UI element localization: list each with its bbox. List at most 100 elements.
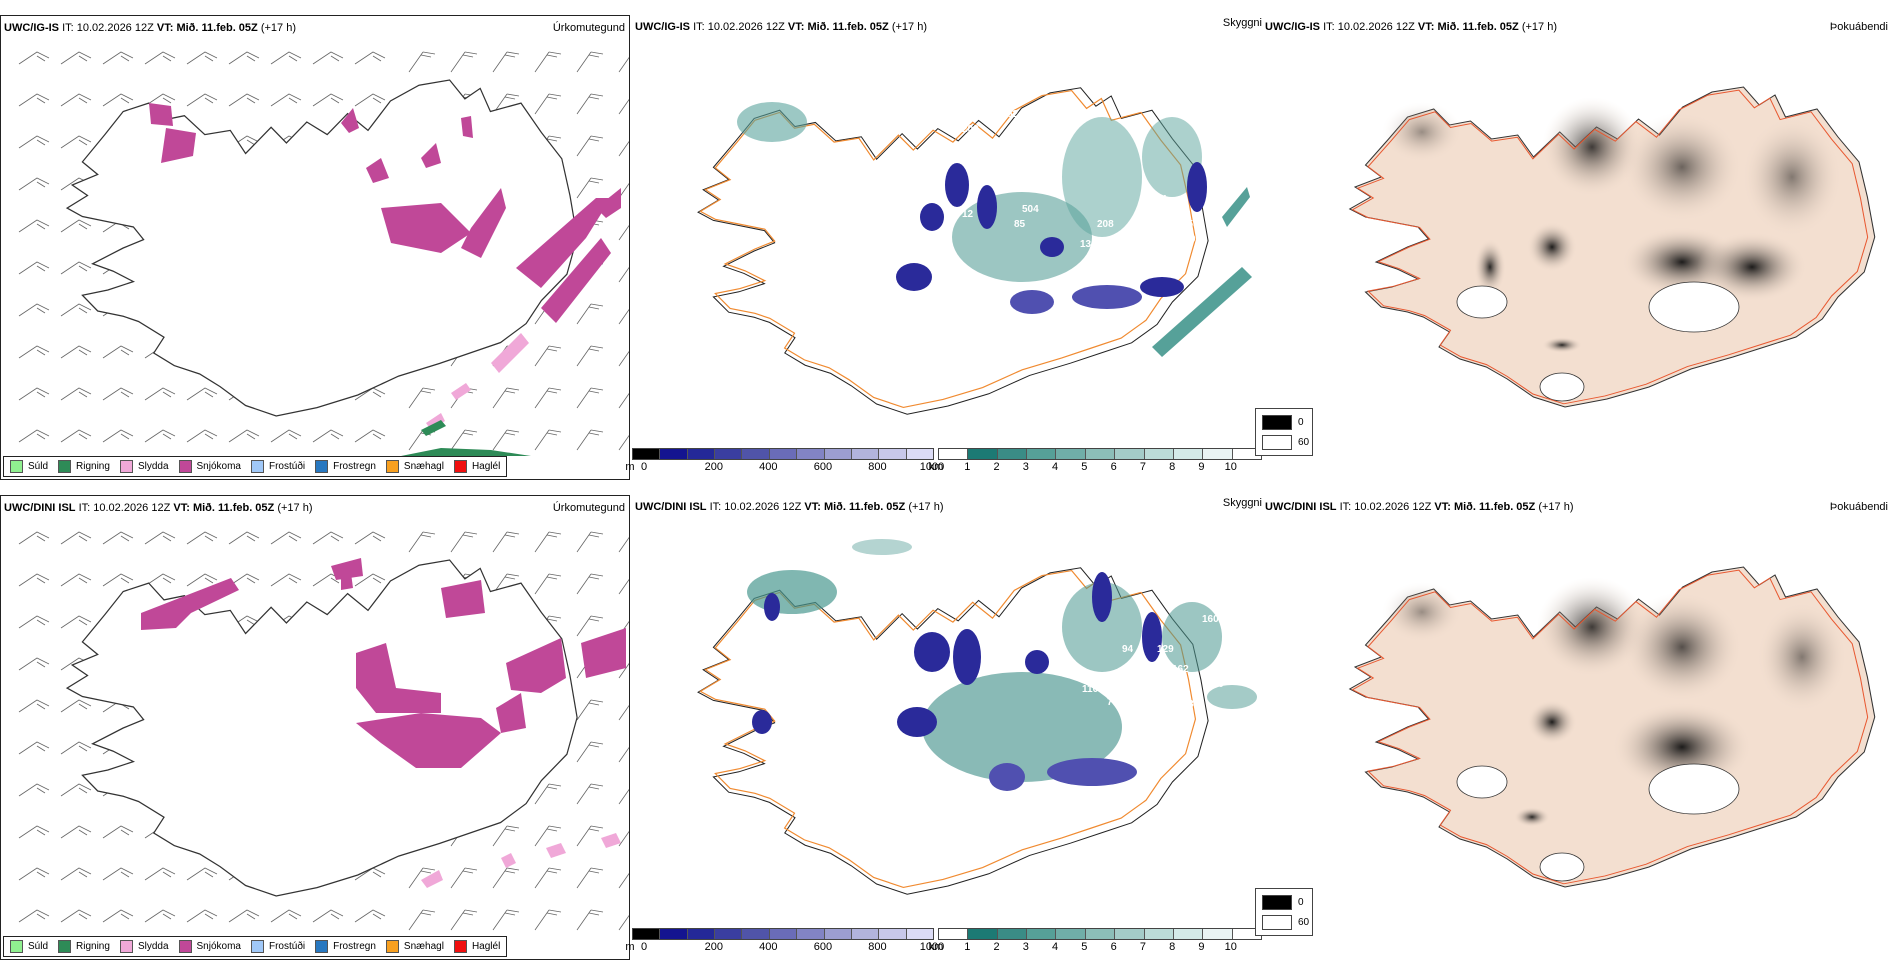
legend-item-rain: Rigning [58, 460, 110, 473]
wind-barb [228, 909, 260, 923]
wind-barb [576, 783, 604, 805]
wind-barb [18, 177, 50, 191]
wind-barb [576, 51, 604, 73]
wind-barb [618, 141, 629, 157]
wind-barb [60, 867, 92, 881]
wind-barb [576, 573, 604, 595]
colorbar-cell [939, 449, 969, 459]
legend-label: Frostúði [268, 941, 306, 952]
wind-barb [618, 915, 629, 931]
wind-barb [576, 909, 604, 931]
wind-barb [60, 783, 92, 797]
colorbar-cell [1056, 449, 1086, 459]
wind-barb [576, 303, 604, 325]
wind-barb [534, 387, 562, 409]
legend-item-freezing-drizzle: Frostúði [250, 460, 305, 473]
wind-barb [60, 135, 92, 149]
colorbar-unit: m [625, 461, 635, 473]
variable-name: Skyggni [1222, 497, 1262, 509]
ceiling-ticks: m 0 200 400 600 800 1000 [625, 461, 944, 475]
wind-barb [60, 219, 92, 233]
legend-item-drizzle: Súld [10, 940, 48, 953]
wind-barb [492, 429, 520, 451]
wind-barb [18, 909, 50, 923]
colorbar-cell [797, 449, 825, 459]
wind-barb [312, 531, 344, 545]
visibility-value-label: 160 [1202, 614, 1219, 625]
wind-barb [144, 531, 176, 545]
visibility-value-label: 104 [977, 159, 994, 170]
model-name: UWC/IG-IS [1265, 21, 1320, 33]
colorbar-cell [879, 449, 907, 459]
wind-barb [618, 537, 629, 553]
wind-barb [186, 531, 218, 545]
model-name: UWC/DINI ISL [1265, 501, 1337, 513]
wind-barb [450, 429, 478, 451]
wind-barb [60, 345, 92, 359]
legend-item-drizzle: Súld [10, 460, 48, 473]
panel-title: UWC/DINI ISL IT: 10.02.2026 12Z VT: Mið.… [635, 501, 944, 513]
sleet-swatch [119, 940, 133, 953]
wind-barb [492, 531, 520, 553]
wind-barb [492, 387, 520, 409]
wind-barb [576, 93, 604, 115]
legend-item-snow-pellets: Snæhagl [385, 460, 444, 473]
wind-barb [18, 345, 50, 359]
ceiling-colorbar [632, 448, 934, 460]
wind-barb [144, 867, 176, 881]
wind-barb [534, 825, 562, 847]
wind-barb [450, 867, 478, 889]
rain-swatch [58, 940, 72, 953]
visibility-value-label: 12 [962, 209, 974, 220]
colorbar-tick: 10 [1224, 461, 1237, 473]
colorbar-cell [742, 449, 770, 459]
wind-barb [228, 93, 260, 107]
wind-barb [186, 867, 218, 881]
wind-barb [60, 303, 92, 317]
wind-barb [60, 261, 92, 275]
visibility-fields [747, 539, 1257, 782]
visibility-value-label: 696 [1137, 699, 1154, 710]
wind-barb [450, 531, 478, 553]
colorbar-tick: 2 [993, 461, 1000, 473]
colorbar-cell [1144, 929, 1174, 939]
it-value: 10.02.2026 12Z [1354, 501, 1432, 513]
vt-value: Mið. 11.feb. 05Z [176, 22, 258, 34]
visibility-value-label: 398 [1017, 624, 1034, 635]
wind-barb [270, 93, 302, 107]
vt-value: Mið. 11.feb. 05Z [823, 501, 906, 513]
colorbar-tick: 3 [1022, 461, 1029, 473]
wind-barb [576, 615, 604, 637]
wind-barb [618, 183, 629, 199]
wind-barb [270, 51, 302, 65]
lead-time: (+17 h) [277, 502, 313, 514]
legend-label: 60 [1298, 437, 1310, 448]
vt-label: VT: [804, 501, 821, 513]
legend-item-hail: Haglél [453, 460, 500, 473]
visibility-value-label: 133 [1252, 579, 1260, 590]
wind-barb [270, 909, 302, 923]
visibility-value-label: 137 [1212, 144, 1229, 155]
wind-barb [186, 429, 218, 443]
visibility-value-label: 547 [1032, 609, 1049, 620]
wind-barb [618, 309, 629, 325]
vt-value: Mið. 11.feb. 05Z [1453, 501, 1536, 513]
colorbar-cell [997, 449, 1028, 459]
wind-barb [312, 429, 344, 443]
wind-barb [408, 51, 436, 73]
colorbar-cell [851, 449, 880, 459]
freezing-drizzle-swatch [250, 460, 264, 473]
model-name: UWC/IG-IS [4, 22, 59, 34]
panel-visibility-dini: UWC/DINI ISL IT: 10.02.2026 12Z VT: Mið.… [625, 495, 1262, 960]
wind-barb [102, 387, 134, 401]
visibility-value-label: 209 [962, 124, 979, 135]
wind-barb [60, 93, 92, 107]
wind-barb [534, 867, 562, 889]
wind-barb [144, 51, 176, 65]
legend-label: Slydda [137, 941, 169, 952]
visibility-value-label: 92 [1190, 234, 1202, 245]
wind-barb [144, 429, 176, 443]
legend-item-hail: Haglél [453, 940, 500, 953]
visibility-value-label: 56 [1137, 84, 1149, 95]
legend-item-freezing-rain: Frostregn [315, 940, 376, 953]
